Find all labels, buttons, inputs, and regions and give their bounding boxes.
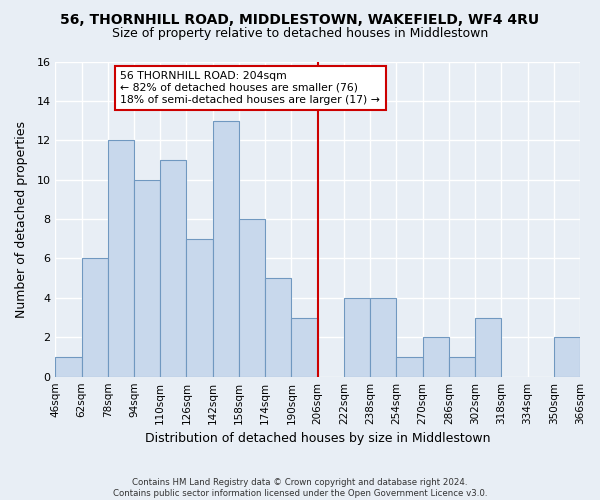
Bar — [475, 318, 501, 376]
Bar — [344, 298, 370, 376]
Bar — [134, 180, 160, 376]
Bar — [397, 357, 422, 376]
Y-axis label: Number of detached properties: Number of detached properties — [15, 120, 28, 318]
Bar — [449, 357, 475, 376]
Bar — [370, 298, 397, 376]
Text: Size of property relative to detached houses in Middlestown: Size of property relative to detached ho… — [112, 28, 488, 40]
Bar — [55, 357, 82, 376]
Bar — [422, 338, 449, 376]
Bar — [82, 258, 108, 376]
Bar — [108, 140, 134, 376]
Text: 56, THORNHILL ROAD, MIDDLESTOWN, WAKEFIELD, WF4 4RU: 56, THORNHILL ROAD, MIDDLESTOWN, WAKEFIE… — [61, 12, 539, 26]
Text: Contains HM Land Registry data © Crown copyright and database right 2024.
Contai: Contains HM Land Registry data © Crown c… — [113, 478, 487, 498]
Bar — [265, 278, 292, 376]
Text: 56 THORNHILL ROAD: 204sqm
← 82% of detached houses are smaller (76)
18% of semi-: 56 THORNHILL ROAD: 204sqm ← 82% of detac… — [121, 72, 380, 104]
Bar — [554, 338, 580, 376]
Bar — [160, 160, 187, 376]
X-axis label: Distribution of detached houses by size in Middlestown: Distribution of detached houses by size … — [145, 432, 490, 445]
Bar — [213, 120, 239, 376]
Bar — [239, 219, 265, 376]
Bar — [292, 318, 317, 376]
Bar — [187, 239, 213, 376]
